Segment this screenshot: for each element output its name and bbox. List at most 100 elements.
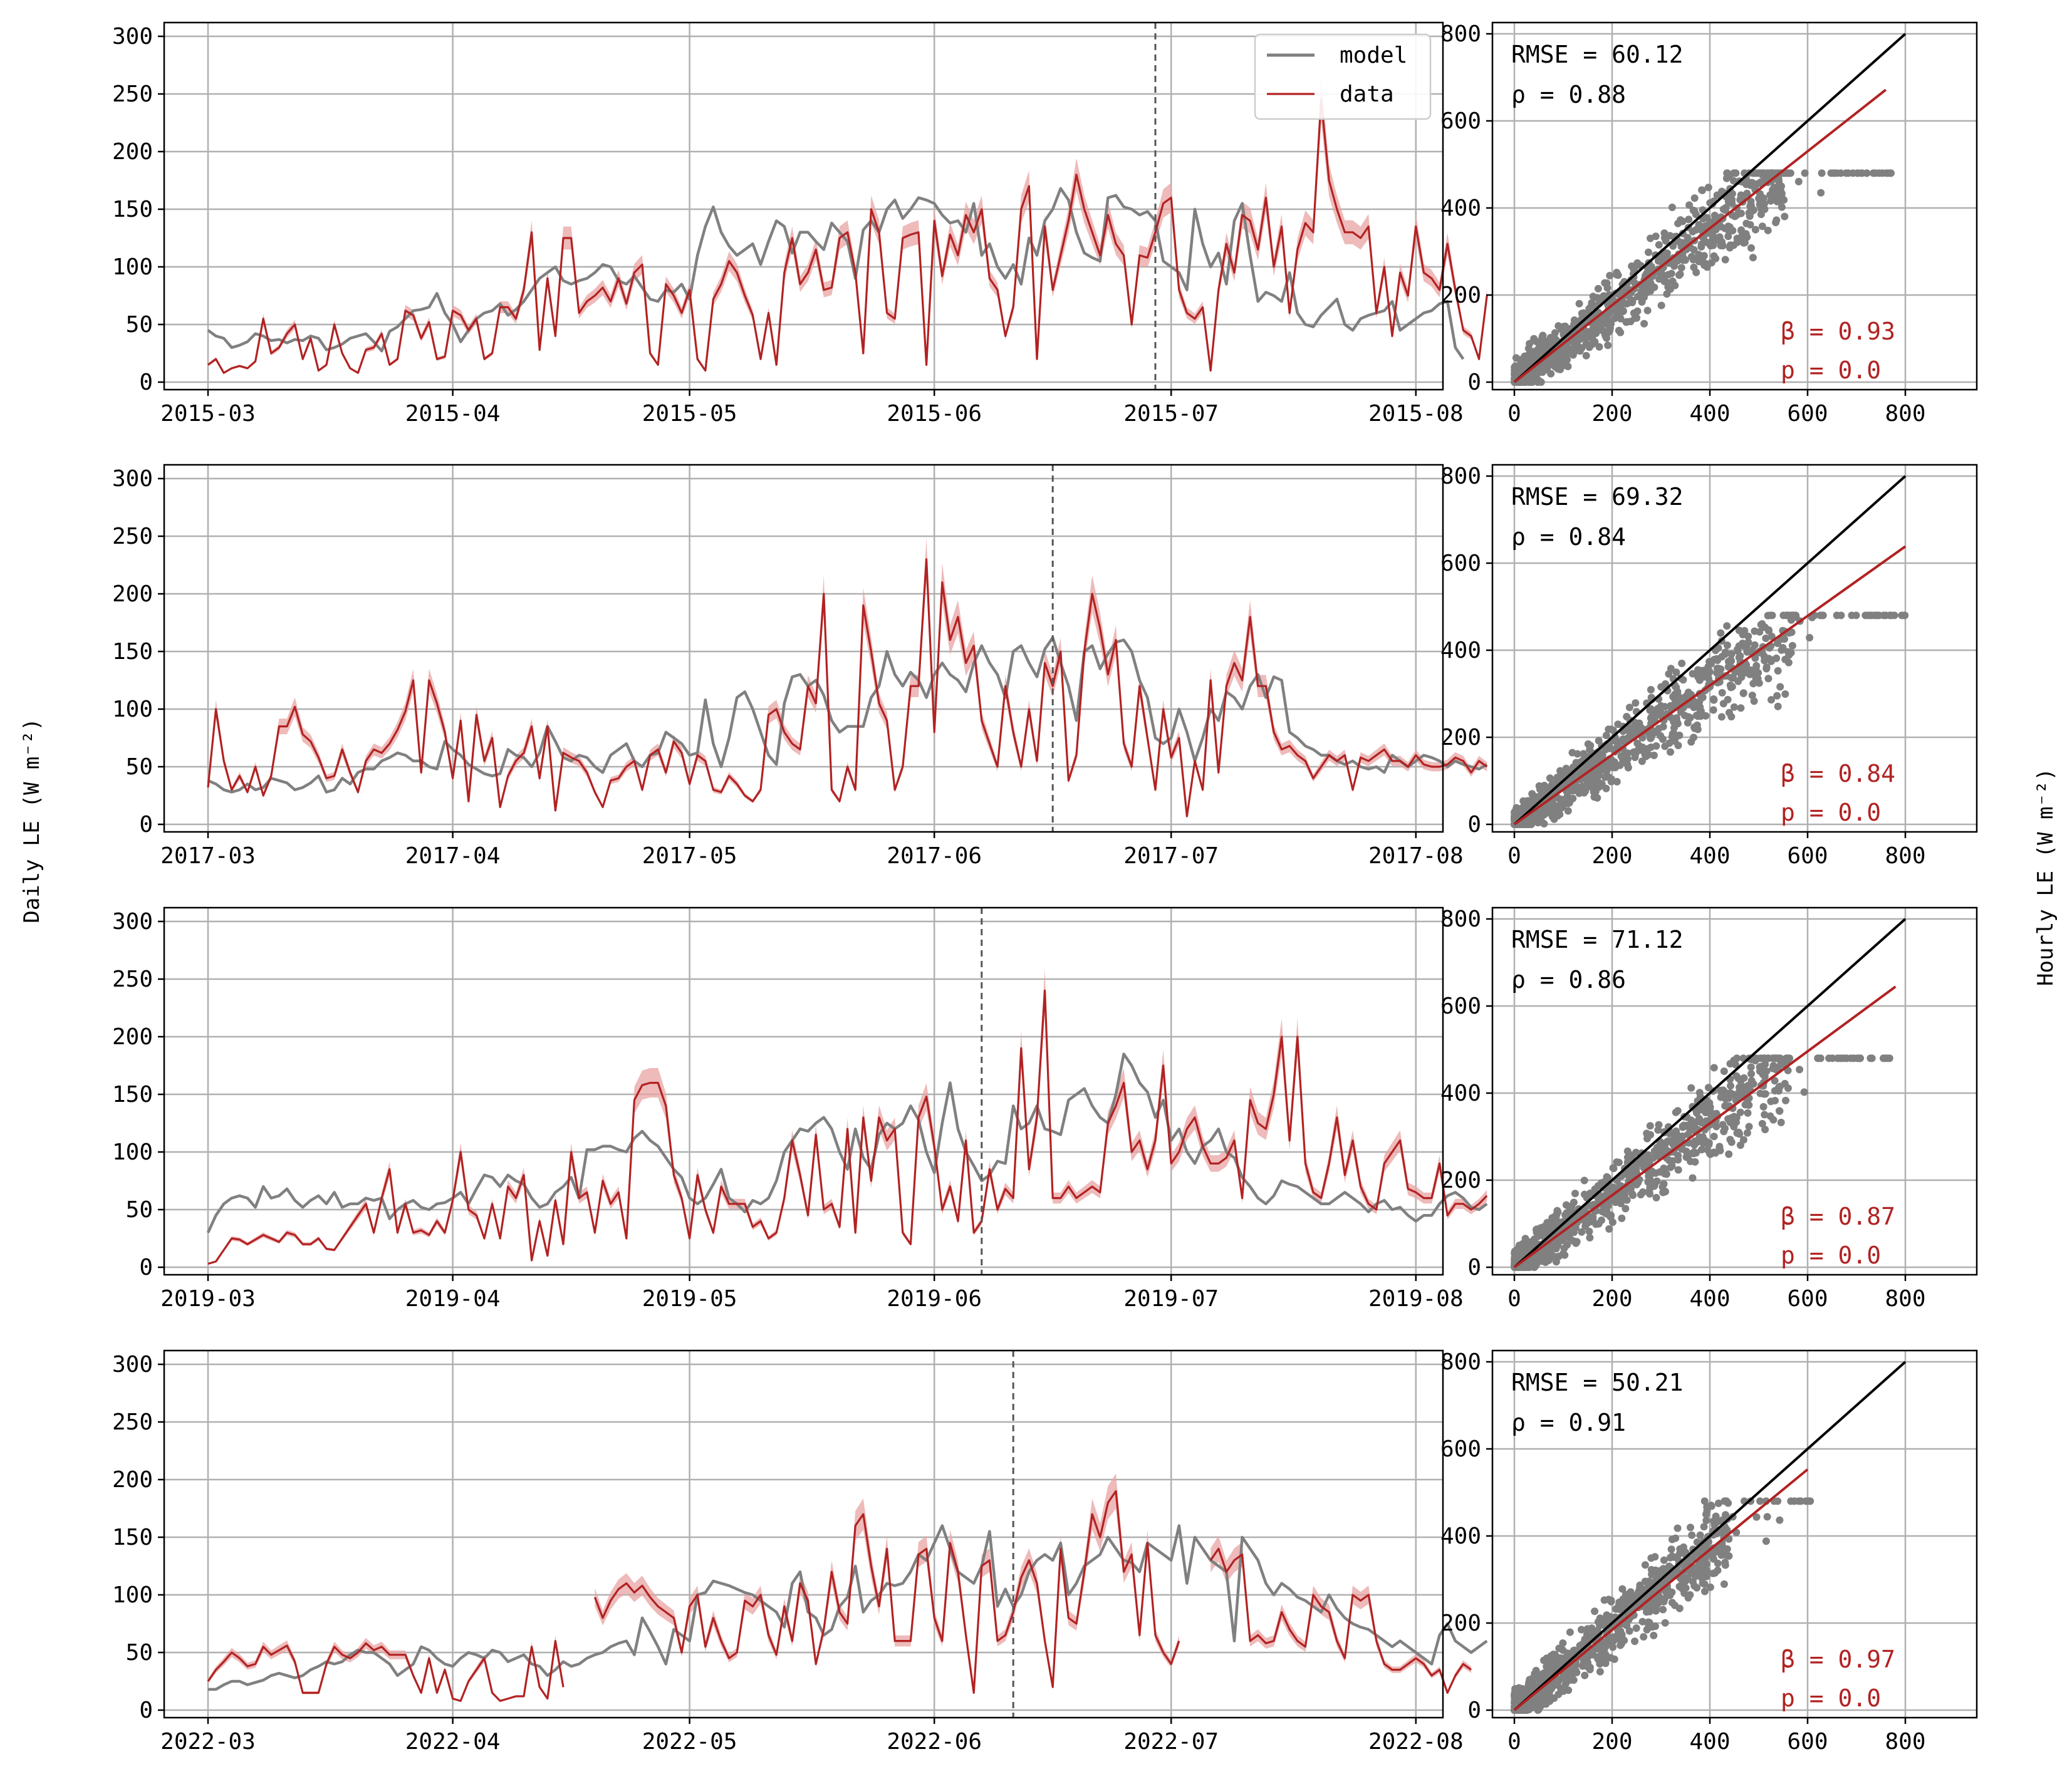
scatter-point [1596, 1668, 1604, 1676]
scatter-point [1580, 1176, 1588, 1185]
x-tick-label: 600 [1787, 843, 1828, 869]
scatter-point [1766, 1112, 1774, 1120]
scatter-point [1673, 1567, 1681, 1575]
scatter-point [1618, 755, 1627, 763]
scatter-point [1697, 1146, 1705, 1154]
scatter-point [1619, 307, 1627, 315]
scatter-point [1767, 657, 1775, 665]
scatter-point [1601, 279, 1609, 287]
rmse-label: RMSE = 69.32 [1511, 483, 1684, 511]
scatter-point [1630, 309, 1638, 317]
scatter-point [1727, 650, 1736, 658]
scatter-point [1605, 1225, 1613, 1233]
scatter-point [1536, 786, 1544, 794]
scatter-point [1775, 1083, 1783, 1091]
x-tick-label: 200 [1591, 843, 1632, 869]
scatter-point [1631, 718, 1639, 727]
scatter-point [1651, 1622, 1659, 1631]
x-tick-label: 200 [1591, 1286, 1632, 1312]
y-tick-label: 200 [1440, 283, 1481, 308]
scatter-point [1657, 301, 1665, 309]
p-value-label: p = 0.0 [1781, 1242, 1881, 1269]
scatter-point [1511, 1685, 1519, 1693]
scatter-point [1637, 288, 1645, 296]
x-tick-label: 2017-08 [1368, 843, 1464, 869]
scatter-point [1684, 1574, 1692, 1582]
scatter-point [1556, 811, 1564, 819]
y-tick-label: 400 [1440, 638, 1481, 663]
scatter-point [1615, 1630, 1623, 1638]
scatter-point [1724, 663, 1732, 671]
scatter-point [1520, 1263, 1528, 1271]
row-2022: 2022-03 2022-04 2022-05 2022-06 2022-07 … [112, 1349, 1978, 1755]
y-tick-label: 0 [139, 812, 153, 838]
y-tick-label: 250 [112, 524, 153, 549]
scatter-point [1746, 220, 1754, 229]
scatter-point [1563, 324, 1571, 333]
x-tick-label: 2015-07 [1123, 401, 1219, 427]
scatter-point [1759, 1102, 1767, 1111]
timeseries-plot-area [158, 21, 1488, 396]
x-tick-label: 600 [1787, 1286, 1828, 1312]
scatter-point [1701, 214, 1709, 222]
y-tick-label: 150 [112, 197, 153, 222]
scatter-point [1773, 1064, 1781, 1072]
x-tick-label: 400 [1689, 1729, 1730, 1755]
y-tick-label: 100 [112, 697, 153, 722]
scatter-point [1551, 363, 1559, 371]
x-tick-label: 2017-06 [887, 843, 982, 869]
scatter-point [1782, 1096, 1789, 1104]
scatter-point [1536, 1694, 1544, 1702]
data-uncertainty-band [208, 1635, 563, 1702]
x-tick-label: 800 [1885, 843, 1925, 869]
scatter-point [1727, 1082, 1734, 1090]
scatter-point [1710, 233, 1718, 241]
scatter-point [1632, 1148, 1640, 1156]
rmse-label: RMSE = 60.12 [1511, 41, 1684, 68]
scatter-point [1647, 234, 1654, 242]
scatter-point [1714, 1559, 1722, 1567]
x-tick-label: 600 [1787, 1729, 1828, 1755]
scatter-point [1548, 781, 1556, 789]
scatter-point [1781, 1079, 1789, 1087]
x-tick-label: 2017-05 [642, 843, 737, 869]
scatter-point [1730, 1113, 1738, 1121]
y-tick-label: 800 [1440, 464, 1481, 489]
scatter-point [1721, 1561, 1729, 1569]
scatter-point [1817, 189, 1825, 197]
scatter-point [1610, 758, 1618, 766]
scatter-point [1762, 1537, 1770, 1545]
scatter-point [1623, 760, 1632, 769]
beta-label: β = 0.84 [1781, 760, 1895, 787]
scatter-point [1680, 255, 1689, 263]
scatter-point [1638, 1617, 1647, 1626]
scatter-point [1691, 1158, 1699, 1166]
scatter-point [1703, 1507, 1711, 1515]
scatter-point [1675, 271, 1683, 279]
scatter-point [1730, 169, 1738, 177]
y-tick-label: 50 [126, 1197, 153, 1223]
x-tick-label: 2017-03 [160, 843, 256, 869]
scatter-point [1729, 1091, 1737, 1098]
data-line [207, 98, 1488, 374]
scatter-point [1564, 363, 1572, 370]
y-tick-label: 400 [1440, 1523, 1481, 1549]
scatter-point [1661, 1619, 1669, 1627]
scatter-point [1559, 1646, 1567, 1654]
scatter-point [1776, 683, 1784, 691]
scatter-point [1761, 1061, 1769, 1068]
scatter-point [1724, 695, 1732, 703]
scatter-point [1776, 1516, 1784, 1524]
scatter-point [1693, 1584, 1701, 1592]
scatter-point [1535, 377, 1543, 385]
scatter-point [1796, 1066, 1804, 1074]
scatter-point [1589, 1215, 1597, 1223]
scatter-point [1739, 631, 1747, 639]
scatter-point [1661, 703, 1669, 711]
scatter-point [1647, 1131, 1655, 1139]
scatter-point [1675, 731, 1684, 739]
scatter-point [1667, 748, 1674, 756]
scatter-point [1630, 728, 1638, 736]
x-tick-label: 800 [1885, 1729, 1925, 1755]
y-tick-label: 0 [1467, 812, 1481, 838]
